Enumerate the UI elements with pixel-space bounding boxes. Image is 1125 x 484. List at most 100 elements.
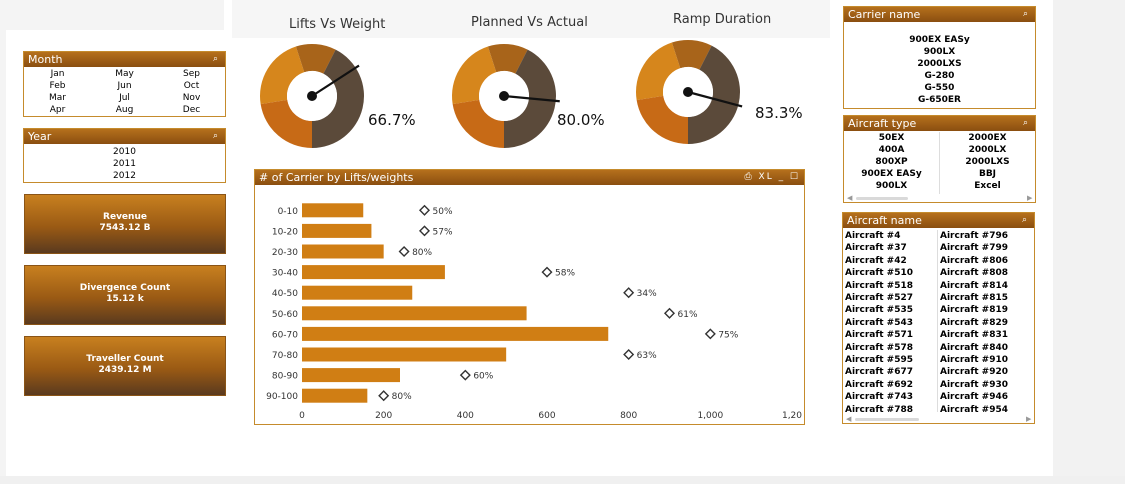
aircraft-name-item[interactable]: Aircraft #819 xyxy=(940,305,1009,316)
gauge-segment xyxy=(636,95,688,144)
search-icon[interactable]: ⌕ xyxy=(1021,215,1028,225)
aircraft-type-item[interactable]: 900EX EASy xyxy=(861,169,922,179)
traveller-count-kpi[interactable]: Traveller Count 2439.12 M xyxy=(24,336,226,396)
aircraft-name-item[interactable]: Aircraft #571 xyxy=(845,330,914,341)
gauge-planned-vs-actual xyxy=(452,44,560,148)
gauges-group xyxy=(260,40,743,148)
aircraft-name-item[interactable]: Aircraft #840 xyxy=(940,342,1009,353)
year-item-2010[interactable]: 2010 xyxy=(113,147,136,157)
year-listbox[interactable]: Year ⌕ 2010 2011 2012 xyxy=(23,128,226,183)
aircraft-name-item[interactable]: Aircraft #799 xyxy=(940,243,1009,254)
divergence-count-kpi[interactable]: Divergence Count 15.12 k xyxy=(24,265,226,325)
bar[interactable] xyxy=(302,244,384,259)
aircraft-name-item[interactable]: Aircraft #510 xyxy=(845,268,914,279)
search-icon[interactable]: ⌕ xyxy=(1022,9,1029,19)
aircraft-name-item[interactable]: Aircraft #535 xyxy=(845,305,914,316)
carrier-item-g-650er[interactable]: G-650ER xyxy=(918,95,961,105)
aircraft-name-item[interactable]: Aircraft #920 xyxy=(940,367,1009,378)
aircraft-type-listbox[interactable]: Aircraft type ⌕ 50EX 400A 800XP 900EX EA… xyxy=(843,115,1036,203)
aircraft-name-item[interactable]: Aircraft #954 xyxy=(940,404,1009,415)
aircraft-type-item[interactable]: 400A xyxy=(878,145,905,155)
chart-window-controls[interactable]: ⎙ XL _ ☐ xyxy=(744,172,800,182)
horizontal-scrollbar[interactable] xyxy=(856,197,908,200)
month-item-feb[interactable]: Feb xyxy=(49,81,66,91)
scroll-right-icon[interactable]: ▶ xyxy=(1027,194,1033,202)
scroll-right-icon[interactable]: ▶ xyxy=(1026,415,1032,423)
bar[interactable] xyxy=(302,388,368,403)
aircraft-name-item[interactable]: Aircraft #815 xyxy=(940,293,1009,304)
search-icon[interactable]: ⌕ xyxy=(212,131,219,141)
carrier-item-900lx[interactable]: 900LX xyxy=(923,47,956,57)
bar[interactable] xyxy=(302,306,527,321)
bar[interactable] xyxy=(302,203,364,218)
month-item-may[interactable]: May xyxy=(115,69,134,79)
aircraft-name-item[interactable]: Aircraft #37 xyxy=(845,243,907,254)
month-item-dec[interactable]: Dec xyxy=(182,105,201,115)
carrier-name-listbox[interactable]: Carrier name ⌕ 900EX EASy 900LX 2000LXS … xyxy=(843,6,1036,109)
search-icon[interactable]: ⌕ xyxy=(1022,118,1029,128)
aircraft-name-item[interactable]: Aircraft #930 xyxy=(940,379,1009,390)
aircraft-name-item[interactable]: Aircraft #814 xyxy=(940,280,1009,291)
aircraft-name-item[interactable]: Aircraft #518 xyxy=(845,280,914,291)
revenue-kpi-label: Revenue xyxy=(103,212,147,222)
month-item-apr[interactable]: Apr xyxy=(49,105,66,115)
year-item-2012[interactable]: 2012 xyxy=(113,171,136,181)
year-item-2011[interactable]: 2011 xyxy=(113,159,136,169)
aircraft-name-item[interactable]: Aircraft #806 xyxy=(940,255,1009,266)
aircraft-type-item[interactable]: BBJ xyxy=(978,169,997,179)
aircraft-type-item[interactable]: Excel xyxy=(974,181,1001,191)
aircraft-name-item[interactable]: Aircraft #677 xyxy=(845,367,914,378)
aircraft-name-item[interactable]: Aircraft #743 xyxy=(845,392,914,403)
gauge-value-planned-vs-actual: 80.0% xyxy=(557,111,605,129)
aircraft-name-item[interactable]: Aircraft #910 xyxy=(940,355,1009,366)
aircraft-name-item[interactable]: Aircraft #595 xyxy=(845,355,914,366)
aircraft-type-column-2: 2000EX 2000LX 2000LXS BBJ Excel xyxy=(940,132,1035,192)
month-item-oct[interactable]: Oct xyxy=(183,81,200,91)
aircraft-name-item[interactable]: Aircraft #4 xyxy=(845,231,901,241)
bar[interactable] xyxy=(302,285,413,300)
carrier-item-900ex-easy[interactable]: 900EX EASy xyxy=(909,35,970,45)
bar[interactable] xyxy=(302,326,609,341)
aircraft-name-item[interactable]: Aircraft #796 xyxy=(940,231,1009,241)
aircraft-name-item[interactable]: Aircraft #829 xyxy=(940,317,1009,328)
month-item-mar[interactable]: Mar xyxy=(49,93,66,103)
aircraft-name-item[interactable]: Aircraft #831 xyxy=(940,330,1009,341)
month-listbox[interactable]: Month ⌕ Jan Feb Mar Apr May Jun Jul Aug … xyxy=(23,51,226,117)
aircraft-type-item[interactable]: 50EX xyxy=(878,133,905,143)
aircraft-name-item[interactable]: Aircraft #543 xyxy=(845,317,914,328)
scroll-left-icon[interactable]: ◀ xyxy=(847,194,853,202)
aircraft-type-item[interactable]: 2000EX xyxy=(968,133,1007,143)
month-column-3: Sep Oct Nov Dec xyxy=(158,68,225,116)
bar[interactable] xyxy=(302,368,400,383)
aircraft-type-item[interactable]: 900LX xyxy=(875,181,908,191)
horizontal-scrollbar[interactable] xyxy=(855,418,919,421)
month-item-nov[interactable]: Nov xyxy=(182,93,201,103)
aircraft-name-item[interactable]: Aircraft #946 xyxy=(940,392,1009,403)
scroll-left-icon[interactable]: ◀ xyxy=(846,415,852,423)
aircraft-name-listbox[interactable]: Aircraft name ⌕ Aircraft #4 Aircraft #37 A… xyxy=(842,212,1035,424)
bar[interactable] xyxy=(302,347,507,362)
aircraft-name-item[interactable]: Aircraft #527 xyxy=(845,293,914,304)
month-item-sep[interactable]: Sep xyxy=(183,69,200,79)
aircraft-name-item[interactable]: Aircraft #692 xyxy=(845,379,914,390)
aircraft-name-item[interactable]: Aircraft #788 xyxy=(845,404,914,415)
aircraft-type-item[interactable]: 2000LX xyxy=(968,145,1007,155)
month-item-aug[interactable]: Aug xyxy=(115,105,134,115)
search-icon[interactable]: ⌕ xyxy=(212,54,219,64)
aircraft-name-item[interactable]: Aircraft #808 xyxy=(940,268,1009,279)
aircraft-type-item[interactable]: 800XP xyxy=(875,157,908,167)
month-item-jun[interactable]: Jun xyxy=(117,81,132,91)
bar[interactable] xyxy=(302,265,445,280)
carrier-item-2000lxs[interactable]: 2000LXS xyxy=(917,59,962,69)
bar[interactable] xyxy=(302,223,372,238)
carrier-item-g-550[interactable]: G-550 xyxy=(924,83,955,93)
month-item-jul[interactable]: Jul xyxy=(119,93,130,103)
aircraft-name-item[interactable]: Aircraft #578 xyxy=(845,342,914,353)
percent-marker-label: 63% xyxy=(637,351,657,361)
revenue-kpi[interactable]: Revenue 7543.12 B xyxy=(24,194,226,254)
aircraft-name-item[interactable]: Aircraft #42 xyxy=(845,255,907,266)
aircraft-type-item[interactable]: 2000LXS xyxy=(965,157,1010,167)
percent-marker xyxy=(459,369,471,381)
carrier-item-g-280[interactable]: G-280 xyxy=(924,71,955,81)
month-item-jan[interactable]: Jan xyxy=(50,69,65,79)
